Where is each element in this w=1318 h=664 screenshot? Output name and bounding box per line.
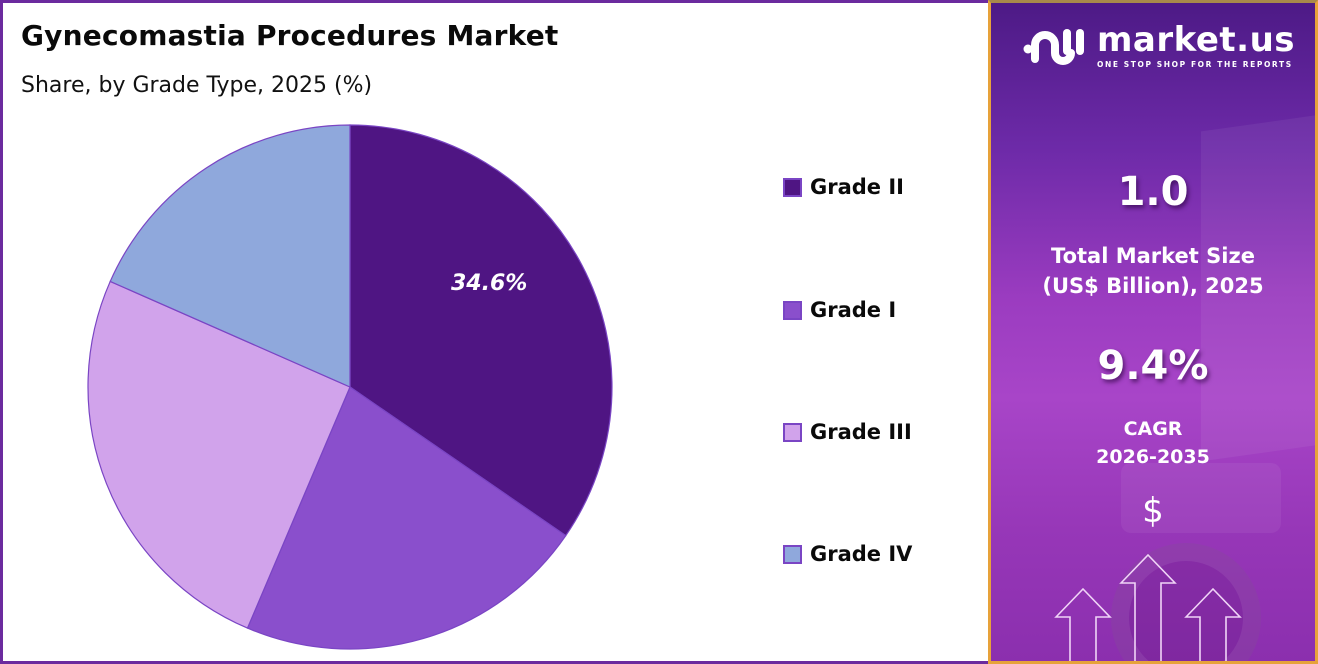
background-decoration: [1121, 463, 1281, 533]
pie-chart: 34.6%: [85, 122, 615, 652]
market-size-caption-line2: (US$ Billion), 2025: [1042, 274, 1264, 298]
chart-title: Gynecomastia Procedures Market: [21, 19, 559, 52]
legend-swatch-icon: [783, 544, 802, 564]
pie-slice-grade-ii: [349, 124, 613, 537]
chart-subtitle: Share, by Grade Type, 2025 (%): [21, 73, 373, 98]
legend-item-grade-i: Grade I: [783, 298, 896, 322]
chart-panel: Gynecomastia Procedures Market Share, by…: [0, 0, 988, 664]
legend-item-grade-iii: Grade III: [783, 420, 912, 444]
legend-label: Grade III: [810, 420, 912, 444]
cagr-caption-line2: 2026-2035: [1096, 446, 1210, 468]
legend-label: Grade II: [810, 175, 904, 199]
legend-label: Grade IV: [810, 542, 913, 566]
legend-swatch-icon: [783, 422, 802, 442]
pie-slice-grade-iv: [109, 124, 351, 388]
summary-sidebar: market.us ONE STOP SHOP FOR THE REPORTS …: [988, 0, 1318, 664]
legend-swatch-icon: [783, 300, 802, 320]
market-us-logo-icon: [1023, 29, 1084, 65]
growth-arrows-icon: [1054, 553, 1242, 661]
brand-logo: market.us ONE STOP SHOP FOR THE REPORTS: [1023, 23, 1295, 69]
dollar-icon: $: [1142, 491, 1164, 531]
pie-slice-grade-iii: [87, 280, 351, 629]
legend-swatch-icon: [783, 177, 802, 197]
pie-svg: [87, 124, 613, 650]
cagr-caption: CAGR 2026-2035: [991, 415, 1315, 471]
slice-label-grade-ii: 34.6%: [451, 271, 528, 296]
cagr-caption-line1: CAGR: [1123, 418, 1183, 440]
market-size-value: 1.0: [1117, 169, 1189, 215]
market-size-caption: Total Market Size (US$ Billion), 2025: [991, 241, 1315, 301]
legend-label: Grade I: [810, 298, 897, 322]
market-size-caption-line1: Total Market Size: [1051, 244, 1255, 268]
legend-item-grade-ii: Grade II: [783, 175, 904, 199]
legend-item-grade-iv: Grade IV: [783, 542, 912, 566]
pie-slice-grade-i: [246, 386, 567, 650]
logo-tagline: ONE STOP SHOP FOR THE REPORTS: [1097, 60, 1293, 69]
cagr-value: 9.4%: [1097, 343, 1209, 389]
logo-name: market.us: [1097, 20, 1296, 60]
